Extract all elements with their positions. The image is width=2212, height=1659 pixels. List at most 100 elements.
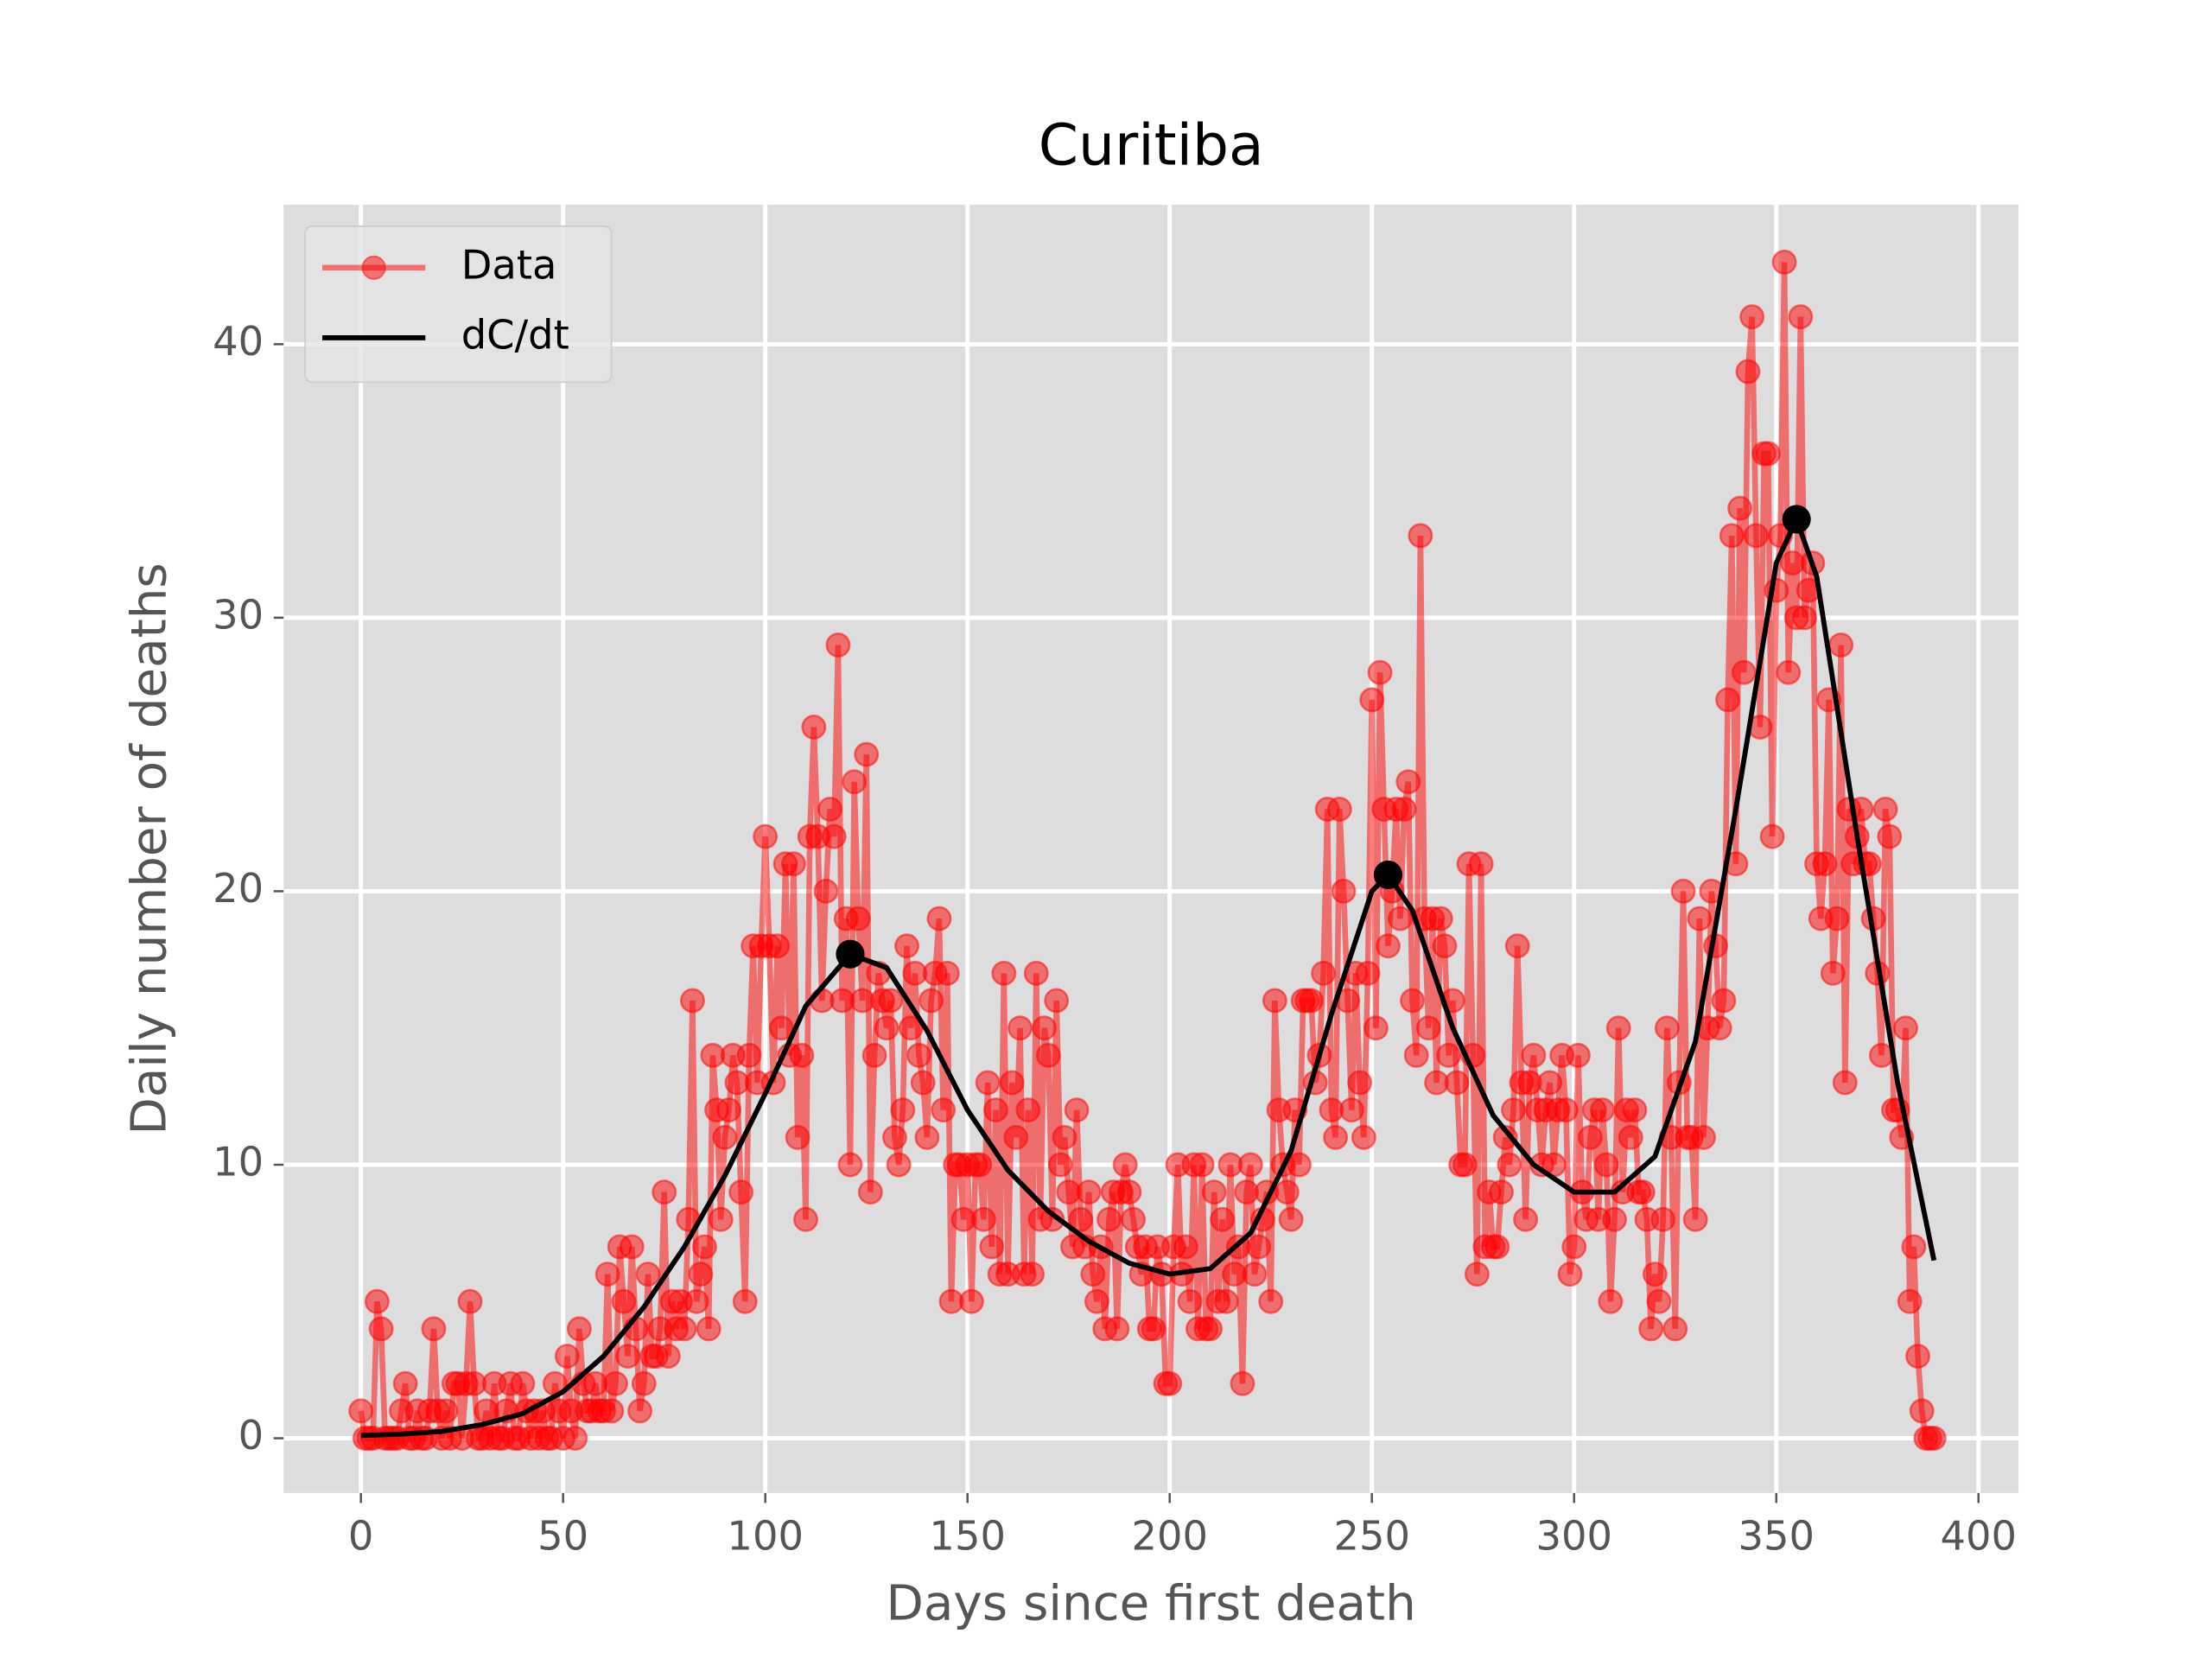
data-point bbox=[1638, 1316, 1664, 1342]
data-point bbox=[1776, 659, 1802, 685]
data-point bbox=[1023, 960, 1049, 986]
data-point bbox=[696, 1316, 721, 1342]
data-point bbox=[890, 1097, 916, 1123]
data-point bbox=[631, 1370, 657, 1396]
data-point bbox=[1331, 878, 1357, 904]
data-point bbox=[1521, 1042, 1547, 1068]
data-point bbox=[999, 1070, 1025, 1096]
data-point bbox=[1274, 1179, 1300, 1205]
data-point bbox=[1501, 1097, 1527, 1123]
data-point bbox=[1415, 1015, 1441, 1041]
data-point bbox=[1052, 1124, 1077, 1150]
data-point bbox=[1687, 906, 1713, 931]
data-point bbox=[1602, 1206, 1628, 1232]
data-point bbox=[1589, 1097, 1615, 1123]
data-point bbox=[789, 1042, 815, 1068]
data-point bbox=[1427, 906, 1453, 931]
data-point bbox=[813, 878, 839, 904]
data-point bbox=[594, 1262, 620, 1287]
data-point bbox=[958, 1288, 984, 1314]
data-point bbox=[857, 1179, 883, 1205]
data-point bbox=[1727, 495, 1753, 521]
data-point bbox=[1771, 249, 1797, 275]
data-point bbox=[1670, 878, 1696, 904]
data-point bbox=[1735, 359, 1761, 385]
data-point bbox=[563, 1426, 588, 1452]
x-axis-label: Days since first death bbox=[887, 1575, 1416, 1631]
data-point bbox=[619, 1234, 645, 1260]
grid: 0 50 100 150 200 250 300 350 400 0 10 20 30 40 bbox=[213, 204, 2019, 1559]
data-point bbox=[1444, 1070, 1470, 1096]
data-point bbox=[1020, 1262, 1046, 1287]
data-point bbox=[1347, 1070, 1373, 1096]
data-point bbox=[364, 1288, 390, 1314]
y-tick-label: 40 bbox=[213, 318, 264, 365]
data-point bbox=[1064, 1097, 1090, 1123]
legend: Data dC/dt bbox=[304, 225, 613, 384]
data-point bbox=[1743, 523, 1769, 549]
data-point bbox=[1622, 1097, 1648, 1123]
data-point bbox=[1691, 1124, 1716, 1150]
data-point bbox=[1112, 1152, 1138, 1178]
data-point bbox=[785, 1124, 810, 1150]
data-point bbox=[1432, 933, 1458, 959]
data-point bbox=[1323, 1124, 1349, 1150]
data-point bbox=[1731, 659, 1757, 685]
data-point bbox=[1007, 1015, 1033, 1041]
data-point bbox=[615, 1344, 641, 1370]
data-point bbox=[975, 1070, 1001, 1096]
data-point bbox=[1877, 823, 1903, 849]
data-point bbox=[1003, 1124, 1029, 1150]
data-point bbox=[1201, 1179, 1227, 1205]
data-point bbox=[1897, 1288, 1923, 1314]
data-point bbox=[1367, 659, 1393, 685]
data-point bbox=[1537, 1070, 1563, 1096]
data-point bbox=[1905, 1344, 1931, 1370]
data-point bbox=[1121, 1206, 1147, 1232]
data-point bbox=[708, 1206, 734, 1232]
data-point bbox=[1039, 1206, 1065, 1232]
data-point bbox=[1299, 988, 1325, 1014]
data-point bbox=[1832, 1070, 1858, 1096]
data-point bbox=[1391, 796, 1417, 822]
data-point bbox=[1015, 1097, 1041, 1123]
data-point bbox=[1400, 988, 1426, 1014]
fit-line bbox=[360, 512, 1937, 1439]
data-point bbox=[1242, 1262, 1268, 1287]
data-point bbox=[1230, 1370, 1255, 1396]
data-point bbox=[1824, 906, 1850, 931]
data-point bbox=[918, 988, 944, 1014]
legend-label: dC/dt bbox=[461, 311, 569, 358]
data-point bbox=[1561, 1234, 1587, 1260]
data-point bbox=[1375, 933, 1401, 959]
data-point bbox=[554, 1344, 580, 1370]
data-point bbox=[1719, 523, 1745, 549]
data-point bbox=[1177, 1288, 1203, 1314]
chart-title: Curitiba bbox=[1039, 111, 1264, 178]
data-point bbox=[1116, 1179, 1142, 1205]
data-point bbox=[970, 1206, 996, 1232]
data-point bbox=[982, 1097, 1008, 1123]
data-point bbox=[967, 1152, 993, 1178]
data-point bbox=[1080, 1262, 1106, 1287]
data-point bbox=[753, 823, 779, 849]
data-point bbox=[1044, 988, 1070, 1014]
data-point bbox=[716, 1097, 742, 1123]
data-point bbox=[1035, 1042, 1061, 1068]
data-point bbox=[736, 1042, 762, 1068]
data-point bbox=[1359, 687, 1385, 713]
data-point bbox=[732, 1288, 758, 1314]
data-point bbox=[1488, 1179, 1514, 1205]
y-axis-label: Daily number of deaths bbox=[122, 563, 178, 1135]
data-point bbox=[1408, 523, 1433, 549]
data-point bbox=[1759, 823, 1785, 849]
legend-label: Data bbox=[461, 241, 557, 288]
x-tick-label: 0 bbox=[348, 1512, 374, 1559]
data-point bbox=[1198, 1316, 1224, 1342]
data-point bbox=[652, 1179, 677, 1205]
data-point bbox=[886, 1152, 912, 1178]
data-point bbox=[1084, 1288, 1109, 1314]
data-point bbox=[1820, 960, 1846, 986]
data-point bbox=[1338, 1097, 1364, 1123]
data-point bbox=[825, 632, 851, 658]
